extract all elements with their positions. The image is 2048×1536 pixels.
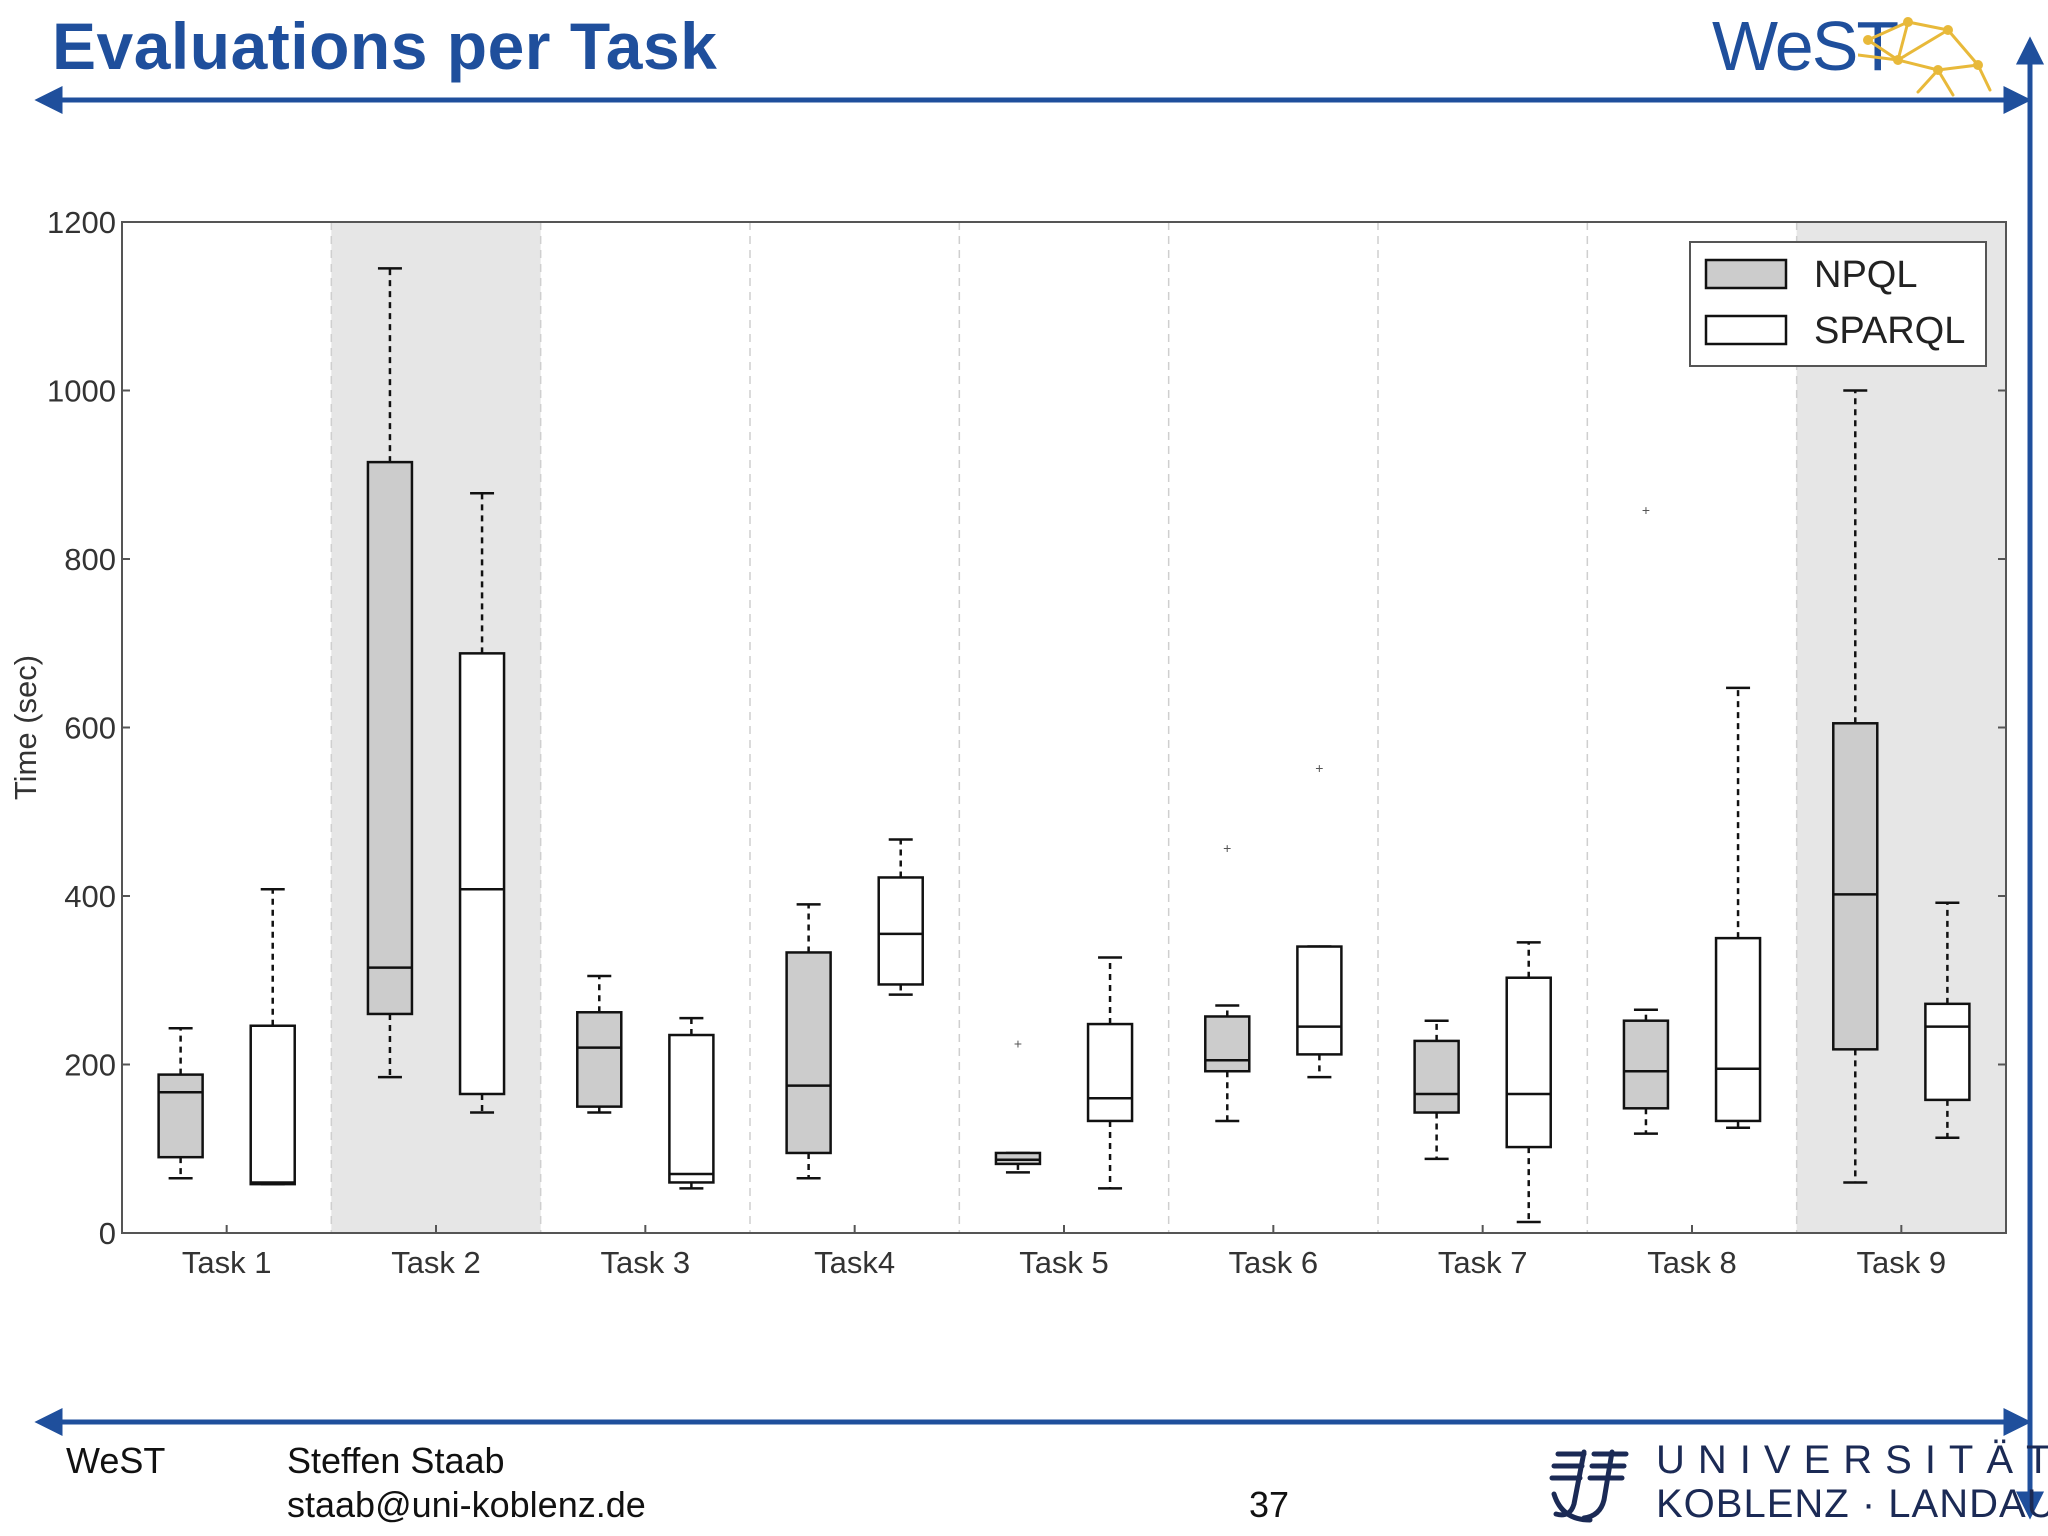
box-sparql-3 xyxy=(668,1033,715,1184)
box-sparql-4 xyxy=(877,876,924,986)
x-tick-label-4: Task4 xyxy=(814,1245,895,1280)
x-tick-label-1: Task 1 xyxy=(182,1245,272,1280)
footer-org: WeST xyxy=(66,1440,166,1481)
highlight-band-9 xyxy=(1796,222,2006,1233)
page-number: 37 xyxy=(1249,1484,1290,1525)
y-tick-label-1200: 1200 xyxy=(47,205,116,240)
y-tick-label-600: 600 xyxy=(64,711,116,746)
box-npql-2 xyxy=(366,460,414,1016)
university-emblem-icon xyxy=(1549,1449,1629,1523)
slide-title: Evaluations per Task xyxy=(52,9,718,83)
y-tick-label-400: 400 xyxy=(64,879,116,914)
west-logo-wordmark: WeST xyxy=(1712,7,1899,85)
flier-sparql-6-1: + xyxy=(1315,760,1323,776)
legend-label-sparql: SPARQL xyxy=(1814,310,1965,352)
box-npql-6 xyxy=(1204,1015,1251,1073)
legend-swatch-sparql xyxy=(1704,314,1788,346)
university-name-line2: KOBLENZ · LANDAU xyxy=(1656,1482,2048,1526)
box-sparql-7 xyxy=(1505,976,1552,1149)
y-tick-label-200: 200 xyxy=(64,1048,116,1083)
footer-email[interactable]: staab@uni-koblenz.de xyxy=(287,1484,646,1525)
legend-label-npql: NPQL xyxy=(1814,254,1917,296)
y-tick-label-1000: 1000 xyxy=(47,374,116,409)
network-star-icon xyxy=(1858,17,1992,97)
y-tick-label-800: 800 xyxy=(64,542,116,577)
footer-author: Steffen Staab xyxy=(287,1440,505,1481)
highlight-band-2 xyxy=(331,222,541,1233)
x-tick-label-6: Task 6 xyxy=(1229,1245,1319,1280)
top-rule-right-arrow xyxy=(2003,85,2032,115)
flier-npql-8-1: + xyxy=(1642,502,1650,518)
legend-swatch-npql xyxy=(1704,258,1788,290)
box-sparql-5 xyxy=(1086,1022,1134,1123)
bottom-rule-right-arrow xyxy=(2003,1407,2032,1437)
flier-npql-6-1: + xyxy=(1223,840,1231,856)
box-sparql-1 xyxy=(249,1024,296,1186)
x-tick-label-5: Task 5 xyxy=(1019,1245,1109,1280)
box-npql-4 xyxy=(785,951,832,1155)
box-npql-3 xyxy=(576,1011,623,1108)
box-npql-8 xyxy=(1622,1019,1670,1110)
x-tick-label-3: Task 3 xyxy=(601,1245,691,1280)
box-sparql-6 xyxy=(1296,945,1343,1056)
box-npql-7 xyxy=(1413,1039,1460,1114)
x-tick-label-2: Task 2 xyxy=(391,1245,481,1280)
box-npql-5 xyxy=(994,1151,1042,1166)
top-rule-left-arrow xyxy=(34,85,63,115)
university-name-line1: UNIVERSITÄT xyxy=(1656,1438,2048,1482)
flier-npql-5-1: + xyxy=(1014,1035,1022,1051)
bottom-rule-left-arrow xyxy=(34,1407,63,1437)
box-npql-9 xyxy=(1832,722,1879,1051)
box-sparql-9 xyxy=(1924,1002,1971,1102)
y-axis-label: Time (sec) xyxy=(8,655,43,800)
x-tick-label-8: Task 8 xyxy=(1647,1245,1737,1280)
university-logo: UNIVERSITÄT KOBLENZ · LANDAU xyxy=(1544,1438,2048,1532)
right-rule-top-arrow xyxy=(2015,36,2045,65)
box-npql-1 xyxy=(157,1073,204,1159)
y-tick-label-0: 0 xyxy=(99,1216,116,1251)
x-tick-label-9: Task 9 xyxy=(1857,1245,1947,1280)
x-tick-label-7: Task 7 xyxy=(1438,1245,1528,1280)
right-rule-bottom-arrow xyxy=(2015,1491,2045,1520)
box-sparql-2 xyxy=(458,652,506,1096)
box-sparql-8 xyxy=(1714,936,1762,1123)
west-logo: WeST xyxy=(1708,4,2004,100)
